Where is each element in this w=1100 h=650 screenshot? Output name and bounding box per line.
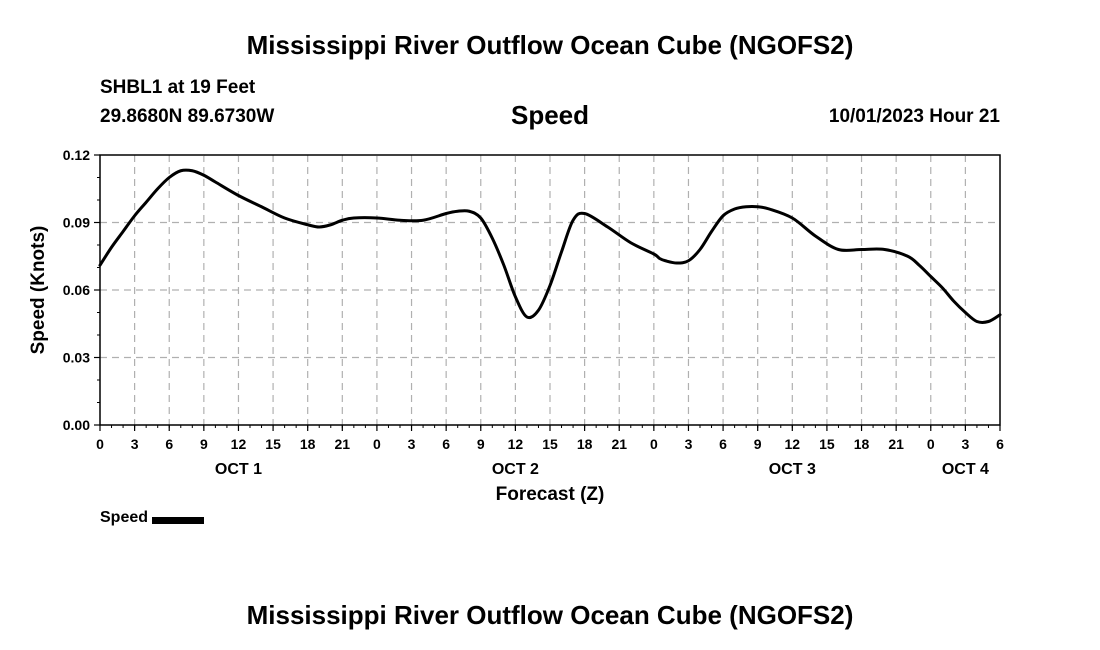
x-tick-label: 3 [408, 436, 416, 452]
x-tick-label: 6 [165, 436, 173, 452]
x-tick-label: 3 [131, 436, 139, 452]
x-tick-label: 18 [854, 436, 870, 452]
day-label: OCT 3 [769, 461, 816, 478]
x-tick-label: 21 [335, 436, 351, 452]
legend-swatch [152, 516, 205, 524]
speed-series-line [98, 168, 1002, 324]
speed-chart: 0.00 0.03 0.06 0.09 0.12 0 3 6 9 12 15 18 21 0 3 6 9 12 15… [28, 147, 1004, 505]
y-tick-label: 0.09 [63, 215, 90, 231]
y-tick-label: 0.12 [63, 147, 90, 163]
y-tick-label: 0.00 [63, 417, 90, 433]
x-tick-label: 15 [542, 436, 558, 452]
x-tick-label: 3 [961, 436, 969, 452]
plot-frame [99, 154, 1001, 426]
station-label: SHBL1 at 19 Feet [100, 77, 256, 98]
day-label: OCT 4 [942, 461, 989, 478]
y-tick-label: 0.06 [63, 282, 90, 298]
x-tick-label: 21 [888, 436, 904, 452]
x-axis-title: Forecast (Z) [496, 484, 605, 505]
x-tick-label: 12 [231, 436, 247, 452]
footer-title: Mississippi River Outflow Ocean Cube (NG… [246, 600, 854, 630]
day-label: OCT 2 [492, 461, 539, 478]
x-tick-label: 3 [685, 436, 693, 452]
grid-layer [100, 155, 1000, 425]
parameter-title: Speed [510, 100, 590, 130]
label-layer: 0.00 0.03 0.06 0.09 0.12 0 3 6 9 12 15 18 21 0 3 6 9 12 15… [63, 147, 1004, 478]
x-tick-label: 0 [96, 436, 104, 452]
x-tick-label: 9 [754, 436, 762, 452]
x-tick-label: 9 [200, 436, 208, 452]
forecast-datetime: 10/01/2023 Hour 21 [828, 106, 1000, 127]
x-tick-label: 0 [373, 436, 381, 452]
x-tick-label: 0 [650, 436, 658, 452]
station-coordinates: 29.8680N 89.6730W [100, 106, 275, 127]
x-tick-label: 6 [719, 436, 727, 452]
x-tick-label: 18 [300, 436, 316, 452]
x-tick-label: 6 [442, 436, 450, 452]
x-tick-label: 6 [996, 436, 1004, 452]
x-tick-label: 9 [477, 436, 485, 452]
y-axis-title: Speed (Knots) [28, 226, 49, 355]
x-tick-label: 12 [508, 436, 524, 452]
x-tick-label: 15 [819, 436, 835, 452]
x-tick-label: 18 [577, 436, 593, 452]
legend-label: Speed [100, 509, 149, 526]
x-tick-label: 15 [265, 436, 281, 452]
y-tick-label: 0.03 [63, 350, 90, 366]
x-tick-label: 12 [785, 436, 801, 452]
chart-title: Mississippi River Outflow Ocean Cube (NG… [246, 30, 854, 60]
x-tick-label: 0 [927, 436, 935, 452]
legend: Speed [100, 509, 205, 527]
x-tick-label: 21 [611, 436, 627, 452]
day-label: OCT 1 [215, 461, 262, 478]
